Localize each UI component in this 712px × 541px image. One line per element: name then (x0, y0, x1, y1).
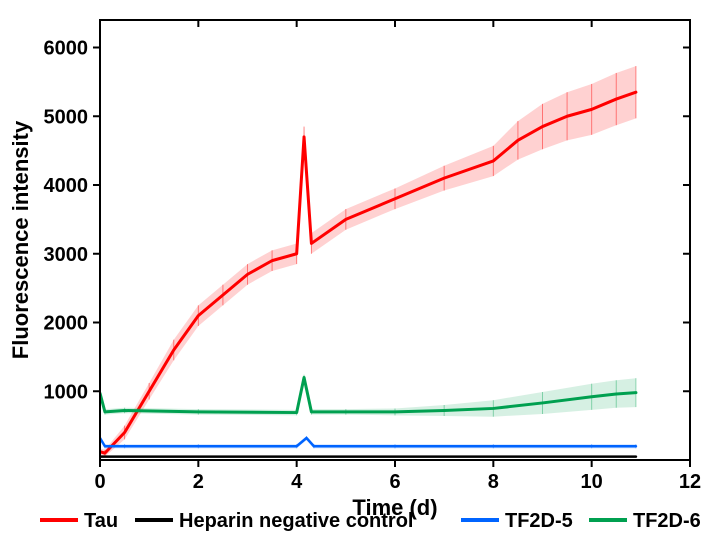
chart-svg: 024681012Time (d)10002000300040005000600… (0, 0, 712, 541)
svg-text:5000: 5000 (44, 106, 89, 128)
svg-text:4: 4 (291, 471, 303, 493)
svg-text:2000: 2000 (44, 313, 89, 335)
svg-text:12: 12 (679, 471, 701, 493)
legend-label: TF2D-5 (505, 510, 573, 532)
legend-label: Tau (84, 510, 118, 532)
svg-text:6000: 6000 (44, 38, 89, 60)
y-axis-label: Fluorescence intensity (8, 120, 33, 359)
legend-label: Heparin negative control (179, 510, 414, 532)
svg-text:0: 0 (94, 471, 105, 493)
svg-text:3000: 3000 (44, 244, 89, 266)
chart-container: 024681012Time (d)10002000300040005000600… (0, 0, 712, 541)
svg-text:2: 2 (193, 471, 204, 493)
svg-text:10: 10 (581, 471, 603, 493)
svg-text:4000: 4000 (44, 175, 89, 197)
svg-text:6: 6 (389, 471, 400, 493)
svg-text:1000: 1000 (44, 381, 89, 403)
svg-text:8: 8 (488, 471, 499, 493)
legend-label: TF2D-6 (633, 510, 701, 532)
